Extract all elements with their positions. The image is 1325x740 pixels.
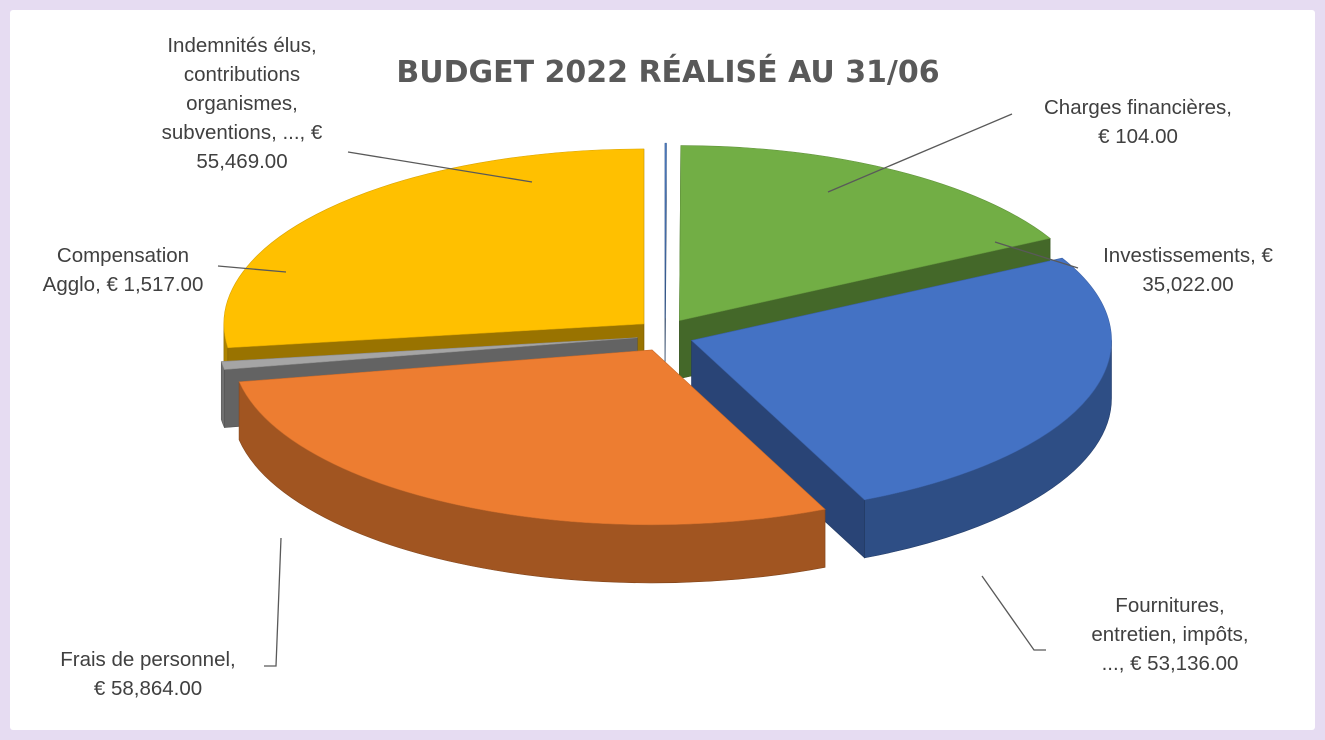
data-label-6-line-1: Indemnités élus, xyxy=(167,34,316,57)
data-labels: Charges financières, € 104.00 Investisseme… xyxy=(43,34,1274,700)
pie-slice-1 xyxy=(664,142,667,377)
pie-slice-4 xyxy=(238,349,826,584)
leader-line-2 xyxy=(994,241,1079,269)
leader-line-5 xyxy=(217,265,287,273)
data-label-4-line-2: € 58,864.00 xyxy=(94,677,202,700)
chart-frame: Charges financières, € 104.00 Investisseme… xyxy=(10,10,1315,730)
pie-slice-3-top xyxy=(690,257,1112,501)
data-label-4: Frais de personnel, € 58,864.00 xyxy=(60,648,235,700)
data-label-3-line-2: entretien, impôts, xyxy=(1091,623,1248,646)
data-label-5-line-2: Agglo, € 1,517.00 xyxy=(43,273,204,296)
data-label-6-line-3: organismes, xyxy=(186,92,298,115)
pie-slice-5-wall xyxy=(220,361,225,428)
data-label-1: Charges financières, € 104.00 xyxy=(1044,96,1232,148)
data-label-3-line-3: ..., € 53,136.00 xyxy=(1102,652,1239,675)
slices-layer xyxy=(220,142,1112,584)
data-label-6: Indemnités élus, contributions organismes,… xyxy=(162,34,323,173)
pie-slice-4-top xyxy=(238,349,826,526)
leader-line-6 xyxy=(347,151,533,183)
data-label-1-line-1: Charges financières, xyxy=(1044,96,1232,119)
pie-slice-5-top xyxy=(220,337,638,370)
data-label-5: Compensation Agglo, € 1,517.00 xyxy=(43,244,204,296)
pie-chart: Charges financières, € 104.00 Investisseme… xyxy=(43,34,1274,700)
pie-slice-2-top xyxy=(679,145,1051,321)
data-label-6-line-5: 55,469.00 xyxy=(196,150,287,173)
data-label-4-line-1: Frais de personnel, xyxy=(60,648,235,671)
leader-line-1 xyxy=(827,113,1013,193)
leader-line-4 xyxy=(264,537,282,667)
leader-line-3 xyxy=(981,575,1046,651)
data-label-3-line-1: Fournitures, xyxy=(1115,594,1224,617)
data-label-3: Fournitures, entretien, impôts, ..., € 53,… xyxy=(1091,594,1248,675)
data-label-2: Investissements, € 35,022.00 xyxy=(1103,244,1273,296)
pie-slice-3 xyxy=(690,257,1112,559)
pie-slice-1-top xyxy=(664,142,667,319)
chart-title: BUDGET 2022 RÉALISÉ AU 31/06 xyxy=(396,54,939,90)
data-label-1-line-2: € 104.00 xyxy=(1098,125,1178,148)
data-label-6-line-2: contributions xyxy=(184,63,300,86)
data-label-2-line-1: Investissements, € xyxy=(1103,244,1273,267)
data-label-5-line-1: Compensation xyxy=(57,244,189,267)
leader-lines xyxy=(217,113,1079,667)
data-label-6-line-4: subventions, ..., € xyxy=(162,121,323,144)
data-label-2-line-2: 35,022.00 xyxy=(1142,273,1233,296)
pie-slice-6-top xyxy=(223,148,645,349)
